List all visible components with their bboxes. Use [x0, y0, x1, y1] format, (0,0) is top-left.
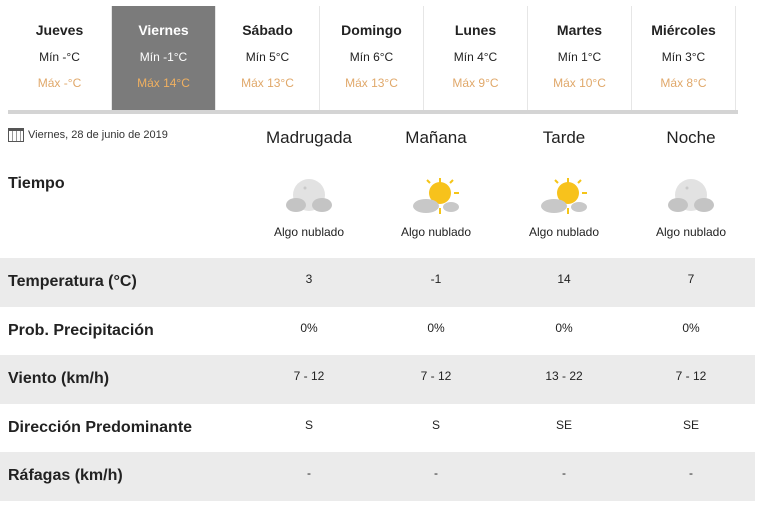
day-name: Miércoles — [651, 22, 716, 38]
period-tarde: Tarde — [542, 128, 586, 147]
condition-text: Algo nublado — [655, 225, 727, 239]
moon-cloud-icon — [666, 176, 716, 218]
day-max: Máx 10°C — [553, 76, 606, 90]
condition-text: Algo nublado — [400, 225, 472, 239]
row-label: Ráfagas (km/h) — [8, 467, 123, 484]
row-value: - — [434, 466, 438, 480]
row-value: SE — [555, 417, 572, 432]
day-min: Mín -°C — [39, 50, 80, 64]
day-max: Máx 9°C — [452, 76, 499, 90]
row-label-tiempo: Tiempo — [8, 175, 65, 192]
day-min: Mín 6°C — [349, 50, 394, 64]
row-label: Temperatura (°C) — [8, 273, 137, 290]
moon-cloud-icon — [284, 176, 334, 218]
row-value: - — [562, 466, 566, 480]
day-name: Viernes — [138, 22, 189, 38]
day-tab-sabado[interactable]: Sábado Mín 5°C Máx 13°C — [216, 6, 320, 110]
day-tab-jueves[interactable]: Jueves Mín -°C Máx -°C — [8, 6, 112, 110]
row-value: 3 — [305, 272, 313, 286]
row-value: 0% — [300, 320, 318, 335]
day-tabs: Jueves Mín -°C Máx -°C Viernes Mín -1°C Máx … — [8, 6, 738, 114]
row-value: 13 - 22 — [545, 369, 583, 383]
row-value: S — [431, 417, 440, 432]
day-max: Máx 13°C — [241, 76, 294, 90]
day-min: Mín 5°C — [245, 50, 290, 64]
row-value: 0% — [427, 320, 445, 335]
table-row: Temperatura (°C) 3 -1 14 7 — [0, 258, 755, 307]
day-name: Martes — [556, 22, 603, 38]
day-min: Mín 4°C — [453, 50, 498, 64]
day-max: Máx -°C — [37, 76, 82, 90]
day-max: Máx 14°C — [137, 76, 190, 90]
row-label: Prob. Precipitación — [8, 321, 154, 339]
condition-text: Algo nublado — [528, 225, 600, 239]
day-tab-viernes[interactable]: Viernes Mín -1°C Máx 14°C — [112, 6, 216, 110]
day-name: Domingo — [341, 22, 402, 38]
row-value: SE — [682, 417, 699, 432]
row-label: Viento (km/h) — [8, 370, 110, 387]
day-min: Mín 3°C — [661, 50, 706, 64]
day-tab-lunes[interactable]: Lunes Mín 4°C Máx 9°C — [424, 6, 528, 110]
date-text: Viernes, 28 de junio de 2019 — [28, 129, 168, 141]
row-value: 0% — [682, 320, 700, 335]
row-label: Dirección Predominante — [8, 418, 193, 436]
day-min: Mín 1°C — [557, 50, 602, 64]
row-value: 0% — [555, 320, 573, 335]
day-tab-miercoles[interactable]: Miércoles Mín 3°C Máx 8°C — [632, 6, 736, 110]
table-row: Prob. Precipitación 0% 0% 0% 0% — [0, 307, 755, 356]
row-value: 14 — [557, 272, 571, 286]
table-row: Ráfagas (km/h) - - - - — [0, 452, 755, 501]
table-row: Dirección Predominante S S SE SE — [0, 404, 755, 453]
row-value: 7 - 12 — [293, 369, 325, 383]
day-tab-domingo[interactable]: Domingo Mín 6°C Máx 13°C — [320, 6, 424, 110]
day-name: Sábado — [242, 22, 293, 38]
row-value: 7 — [687, 272, 695, 286]
day-max: Máx 8°C — [660, 76, 707, 90]
period-madrugada: Madrugada — [265, 128, 352, 147]
sun-cloud-icon — [411, 176, 461, 218]
row-value: - — [307, 466, 311, 480]
selected-date: Viernes, 28 de junio de 2019 — [8, 128, 168, 142]
period-noche: Noche — [666, 128, 716, 147]
sun-cloud-icon — [539, 176, 589, 218]
row-value: 7 - 12 — [420, 369, 452, 383]
condition-text: Algo nublado — [273, 225, 345, 239]
row-value: S — [304, 417, 313, 432]
day-name: Jueves — [35, 22, 84, 38]
day-tab-martes[interactable]: Martes Mín 1°C Máx 10°C — [528, 6, 632, 110]
row-value: -1 — [430, 272, 442, 286]
day-name: Lunes — [454, 22, 497, 38]
row-value: - — [689, 466, 693, 480]
row-value: 7 - 12 — [675, 369, 707, 383]
day-max: Máx 13°C — [345, 76, 398, 90]
calendar-icon — [8, 128, 24, 142]
period-manana: Mañana — [405, 128, 467, 147]
table-row: Viento (km/h) 7 - 12 7 - 12 13 - 22 7 - 12 — [0, 355, 755, 404]
day-min: Mín -1°C — [139, 50, 188, 64]
